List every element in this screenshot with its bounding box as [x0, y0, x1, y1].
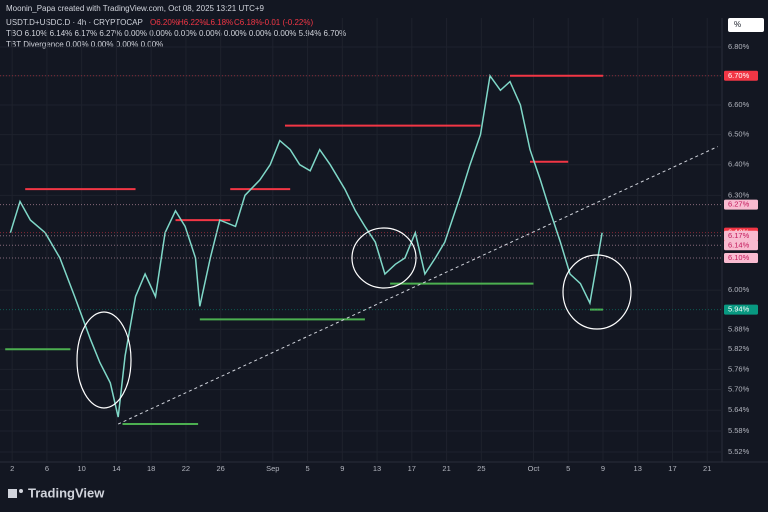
credit: Moonin_Papa created with TradingView.com… — [6, 4, 265, 13]
y-tick-label: 5.58% — [728, 426, 750, 435]
x-tick-label: 21 — [703, 464, 711, 473]
y-tick-label: 6.60% — [728, 100, 750, 109]
price-tag-label: 6.14% — [728, 240, 750, 249]
y-tick-label: 5.70% — [728, 385, 750, 394]
x-tick-label: 9 — [340, 464, 344, 473]
ohlc-value: L6.18% — [206, 18, 233, 27]
x-tick-label: 26 — [217, 464, 225, 473]
price-tag — [724, 240, 758, 251]
x-tick-label: 21 — [442, 464, 450, 473]
x-tick-label: 22 — [182, 464, 190, 473]
x-tick-label: 14 — [112, 464, 120, 473]
y-tick-label: 5.76% — [728, 364, 750, 373]
y-tick-label: 6.80% — [728, 42, 750, 51]
x-tick-label: 13 — [634, 464, 642, 473]
trendline — [117, 146, 718, 425]
x-tick-label: 9 — [601, 464, 605, 473]
annotation-circle — [562, 254, 632, 330]
price-tag — [724, 252, 758, 263]
y-tick-label: 5.88% — [728, 324, 750, 333]
x-tick-label: 17 — [408, 464, 416, 473]
annotation-circle — [76, 311, 132, 409]
price-tag-label: 6.70% — [728, 71, 750, 80]
price-tag-label: 6.17% — [728, 231, 750, 240]
footer-brand: TradingView — [28, 485, 105, 500]
y-tick-label: 6.40% — [728, 160, 750, 169]
logo-mark — [19, 489, 23, 493]
price-tag-label: 6.27% — [728, 200, 750, 209]
x-tick-label: 5 — [566, 464, 570, 473]
logo — [8, 489, 23, 498]
ohlc-value: O6.20% — [150, 18, 179, 27]
y-tick-label: 6.50% — [728, 130, 750, 139]
price-tag-label: 5.94% — [728, 305, 750, 314]
x-tick-label: 25 — [477, 464, 485, 473]
y-tick-label: 6.30% — [728, 190, 750, 199]
price-tag — [724, 230, 758, 241]
price-tag — [724, 70, 758, 81]
ohlc-value: C6.18% — [234, 18, 262, 27]
y-tick-label: 5.82% — [728, 344, 750, 353]
price-tag — [724, 199, 758, 210]
indicator-1: TBO 6.10% 6.14% 6.17% 6.27% 0.00% 0.00% … — [6, 29, 346, 38]
annotation-circle — [351, 227, 417, 289]
x-tick-label: Sep — [266, 464, 279, 473]
x-tick-label: 13 — [373, 464, 381, 473]
indicator-2: TBT Divergence 0.00% 0.00% 0.00% 0.00% — [6, 40, 163, 49]
percent-button-label[interactable]: % — [734, 20, 741, 29]
change: -0.01 (-0.22%) — [262, 18, 313, 27]
x-tick-label: 6 — [45, 464, 49, 473]
y-tick-label: 5.52% — [728, 447, 750, 456]
x-tick-label: 2 — [10, 464, 14, 473]
x-tick-label: 5 — [305, 464, 309, 473]
x-tick-label: 10 — [77, 464, 85, 473]
x-tick-label: 17 — [668, 464, 676, 473]
y-tick-label: 5.64% — [728, 405, 750, 414]
symbol: USDT.D+USDC.D · 4h · CRYPTOCAP — [6, 18, 143, 27]
ohlc-value: H6.22% — [178, 18, 206, 27]
percent-button[interactable] — [728, 18, 764, 32]
price-line — [9, 73, 603, 418]
y-tick-label: 6.00% — [728, 285, 750, 294]
price-tag — [724, 304, 758, 315]
x-tick-label: 18 — [147, 464, 155, 473]
x-tick-label: Oct — [528, 464, 541, 473]
logo-mark — [8, 489, 17, 498]
price-tag-label: 6.10% — [728, 253, 750, 262]
